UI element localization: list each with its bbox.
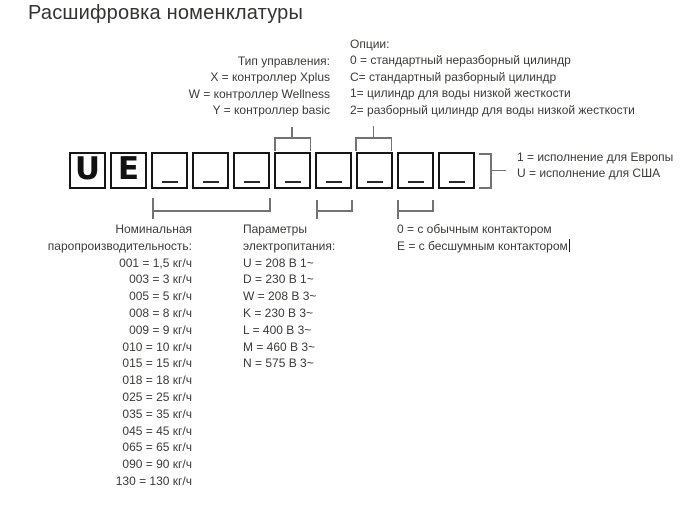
capacity-bracket — [152, 210, 271, 212]
control-type-heading: Тип управления: — [237, 54, 330, 68]
text-cursor — [568, 238, 571, 252]
capacity-heading-line1: Номинальная — [115, 222, 192, 236]
contactor-bracket-tick-right — [432, 200, 434, 212]
options-item: 1= цилиндр для воды низкой жесткости — [350, 86, 571, 101]
control-type-legend: Тип управления: X = контроллер Xplus W =… — [189, 53, 330, 119]
capacity-item: 065 = 65 кг/ч — [122, 440, 192, 455]
capacity-item: 090 = 90 кг/ч — [122, 457, 192, 472]
control-type-item: W = контроллер Wellness — [188, 86, 330, 101]
control-type-bracket-tick-right — [309, 137, 311, 151]
capacity-item: 015 = 15 кг/ч — [122, 356, 192, 371]
contactor-bracket — [397, 210, 434, 212]
options-heading: Опции: — [350, 37, 390, 51]
capacity-item: 010 = 10 кг/ч — [122, 339, 192, 354]
capacity-legend: Номинальная паропроизводительность: 001 … — [48, 221, 192, 490]
power-item: U = 208 В 1~ — [243, 255, 314, 270]
options-item: C= стандартный разборный цилиндр — [350, 69, 557, 84]
options-item: 2= разборный цилиндр для воды низкой жес… — [350, 102, 635, 117]
capacity-item: 008 = 8 кг/ч — [129, 305, 192, 320]
code-box-10: _ — [438, 152, 475, 189]
control-type-item: Y = контроллер basic — [212, 103, 330, 118]
capacity-item: 005 = 5 кг/ч — [129, 289, 192, 304]
region-item: 1 = исполнение для Европы — [517, 150, 674, 164]
contactor-item: 0 = с обычным контактором — [397, 222, 552, 236]
options-bracket — [355, 137, 392, 139]
code-box-2: E — [110, 152, 147, 189]
capacity-item: 025 = 25 кг/ч — [122, 389, 192, 404]
region-item: U = исполнение для США — [517, 165, 661, 180]
options-bracket-tick-right — [390, 137, 392, 151]
region-bracket — [490, 153, 492, 189]
power-bracket — [316, 210, 353, 212]
power-item: D = 230 В 1~ — [243, 272, 314, 287]
region-bracket-tick-bottom — [478, 187, 492, 189]
power-bracket-tick-right — [351, 200, 353, 212]
capacity-heading-line2: паропроизводительность: — [47, 238, 192, 253]
code-box-6: _ — [274, 152, 311, 189]
page-title: Расшифровка номенклатуры — [28, 2, 304, 24]
power-heading-line2: электропитания: — [243, 238, 336, 253]
power-legend: Параметры электропитания: U = 208 В 1~ D… — [243, 221, 335, 372]
contactor-legend: 0 = с обычным контактором E = с бесшумны… — [397, 221, 571, 255]
capacity-item: 035 = 35 кг/ч — [122, 406, 192, 421]
options-connector-line — [372, 126, 374, 137]
region-legend: 1 = исполнение для Европы U = исполнение… — [517, 150, 673, 181]
power-item: M = 460 В 3~ — [243, 339, 316, 354]
capacity-item: 130 = 130 кг/ч — [115, 473, 192, 488]
code-box-5: _ — [233, 152, 270, 189]
code-box-1: U — [69, 152, 106, 189]
control-type-bracket — [274, 137, 311, 139]
contactor-item-text: E = с бесшумным контактором — [397, 238, 568, 253]
power-heading-line1: Параметры — [243, 222, 307, 236]
power-item: K = 230 В 3~ — [243, 305, 314, 320]
capacity-bracket-tick-left — [152, 198, 154, 219]
capacity-item: 003 = 3 кг/ч — [129, 272, 192, 287]
capacity-item: 009 = 9 кг/ч — [129, 322, 192, 337]
code-box-8: _ — [356, 152, 393, 189]
control-type-connector-line — [291, 127, 293, 137]
control-type-bracket-tick-left — [274, 137, 276, 151]
capacity-item: 001 = 1,5 кг/ч — [119, 255, 192, 270]
control-type-item: X = контроллер Xplus — [210, 70, 330, 85]
code-box-4: _ — [192, 152, 229, 189]
contactor-item: E = с бесшумным контактором — [397, 238, 571, 255]
region-bracket-tick-top — [478, 153, 492, 155]
capacity-bracket-tick-right — [269, 198, 271, 212]
power-item: L = 400 В 3~ — [243, 322, 312, 337]
options-item: 0 = стандартный неразборный цилиндр — [350, 53, 571, 68]
power-item: N = 575 В 3~ — [243, 356, 314, 371]
options-bracket-tick-left — [355, 137, 357, 151]
contactor-bracket-tick-left — [397, 200, 399, 219]
code-box-7: _ — [315, 152, 352, 189]
code-box-9: _ — [397, 152, 434, 189]
capacity-item: 018 = 18 кг/ч — [122, 373, 192, 388]
nomenclature-code-boxes: U E _ _ _ _ _ _ _ _ — [69, 152, 475, 189]
region-bracket-dash — [491, 169, 506, 171]
code-box-3: _ — [151, 152, 188, 189]
power-item: W = 208 В 3~ — [243, 289, 317, 304]
power-bracket-tick-left — [316, 200, 318, 219]
capacity-item: 045 = 45 кг/ч — [122, 423, 192, 438]
options-legend: Опции: 0 = стандартный неразборный цилин… — [350, 36, 635, 118]
